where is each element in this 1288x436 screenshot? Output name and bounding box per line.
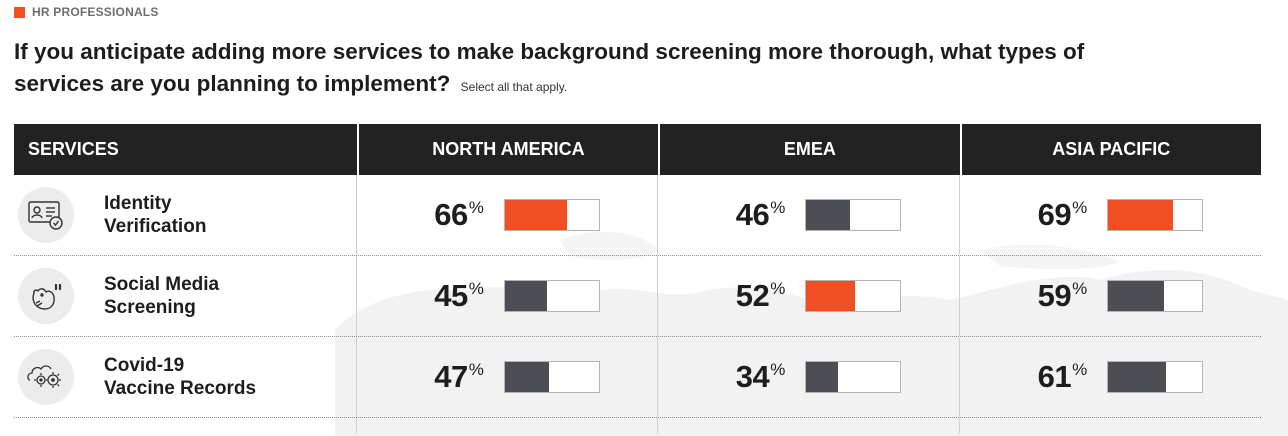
- value-cell-emea: 34%: [658, 337, 960, 417]
- service-label-line: Covid-19: [104, 355, 185, 376]
- service-label-line: Verification: [104, 216, 207, 237]
- percent-value: 47: [434, 359, 468, 394]
- question-heading: If you anticipate adding more services t…: [14, 36, 1094, 103]
- bar-track: [805, 280, 902, 312]
- value-cell-north-america: 45%: [357, 256, 659, 336]
- percent-value: 59: [1037, 278, 1072, 313]
- percent-label: 45%: [414, 279, 484, 313]
- bar-track: [1107, 361, 1204, 393]
- percent-value: 45: [434, 278, 468, 313]
- table-body: Identity Verification 66% 46% 69% Social Medi…: [14, 175, 1261, 433]
- percent-label: 47%: [414, 360, 484, 394]
- column-header-north-america: NORTH AMERICA: [356, 124, 659, 175]
- service-label-line: Screening: [104, 297, 196, 318]
- percent-value: 69: [1037, 197, 1072, 232]
- percent-sign: %: [1072, 360, 1088, 379]
- question-note: Select all that apply.: [460, 80, 568, 94]
- column-header-services: SERVICES: [14, 124, 357, 175]
- percent-label: 52%: [715, 278, 786, 313]
- bar-fill: [1108, 200, 1174, 230]
- percent-sign: %: [1072, 279, 1088, 298]
- service-cell: Covid-19 Vaccine Records: [14, 337, 357, 417]
- percent-label: 46%: [715, 197, 786, 232]
- value-cell-asia-pacific: 69%: [960, 175, 1261, 255]
- bar-track: [1107, 280, 1204, 312]
- service-label: Identity Verification: [104, 192, 284, 238]
- kicker-square-icon: [14, 6, 25, 18]
- value-cell-north-america: [357, 418, 659, 433]
- section-kicker: HR PROFESSIONALS: [14, 5, 159, 19]
- percent-label: 59%: [1017, 278, 1088, 313]
- column-header-asia-pacific: ASIA PACIFIC: [959, 124, 1261, 175]
- value-cell-asia-pacific: [960, 418, 1261, 433]
- value-cell-emea: 46%: [658, 175, 960, 255]
- service-label: Covid-19 Vaccine Records: [104, 354, 284, 400]
- table-row: Social Media Screening 45% 52% 59%: [14, 256, 1261, 337]
- percent-value: 34: [735, 359, 770, 394]
- percent-value: 46: [735, 197, 770, 232]
- table-row: Identity Verification 66% 46% 69%: [14, 175, 1261, 256]
- virus-icon: [18, 349, 74, 405]
- percent-label: 34%: [715, 359, 786, 394]
- value-cell-asia-pacific: 61%: [960, 337, 1261, 417]
- bar-track: [805, 361, 902, 393]
- bar-track: [503, 361, 600, 393]
- service-cell: Identity Verification: [14, 175, 357, 255]
- service-label-line: Identity: [104, 193, 172, 214]
- service-label: Social Media Screening: [104, 273, 284, 319]
- bar-fill: [806, 281, 856, 311]
- bar-fill: [1108, 281, 1164, 311]
- bar-track: [503, 199, 600, 231]
- bar-fill: [1108, 362, 1166, 392]
- id-card-check-icon: [18, 187, 74, 243]
- percent-value: 66: [434, 197, 468, 232]
- table-header: SERVICES NORTH AMERICA EMEA ASIA PACIFIC: [14, 124, 1261, 175]
- percent-sign: %: [468, 360, 484, 379]
- bar-fill: [504, 281, 548, 311]
- value-cell-emea: [658, 418, 960, 433]
- bar-fill: [504, 200, 567, 230]
- bar-track: [503, 280, 600, 312]
- service-cell: Social Media Screening: [14, 256, 357, 336]
- kicker-label: HR PROFESSIONALS: [32, 5, 159, 19]
- percent-sign: %: [770, 360, 786, 379]
- service-label-line: Vaccine Records: [104, 378, 257, 399]
- percent-sign: %: [770, 279, 786, 298]
- table-row: Covid-19 Vaccine Records 47% 34% 61%: [14, 337, 1261, 418]
- percent-sign: %: [468, 279, 484, 298]
- percent-value: 52: [735, 278, 770, 313]
- value-cell-north-america: 47%: [357, 337, 659, 417]
- question-text: If you anticipate adding more services t…: [14, 39, 1085, 96]
- bar-fill: [504, 362, 549, 392]
- bar-track: [1107, 199, 1204, 231]
- service-label-line: Social Media: [104, 274, 220, 295]
- percent-value: 61: [1037, 359, 1072, 394]
- value-cell-emea: 52%: [658, 256, 960, 336]
- bar-fill: [806, 362, 839, 392]
- bar-track: [805, 199, 902, 231]
- column-header-emea: EMEA: [658, 124, 960, 175]
- percent-sign: %: [468, 198, 484, 217]
- service-cell: [14, 418, 357, 433]
- value-cell-north-america: 66%: [357, 175, 659, 255]
- bird-quote-icon: [18, 268, 74, 324]
- percent-sign: %: [770, 198, 786, 217]
- bar-fill: [806, 200, 850, 230]
- percent-label: 66%: [414, 198, 484, 232]
- percent-label: 61%: [1017, 359, 1088, 394]
- percent-label: 69%: [1017, 197, 1088, 232]
- percent-sign: %: [1072, 198, 1088, 217]
- table-row-partial: [14, 418, 1261, 433]
- value-cell-asia-pacific: 59%: [960, 256, 1261, 336]
